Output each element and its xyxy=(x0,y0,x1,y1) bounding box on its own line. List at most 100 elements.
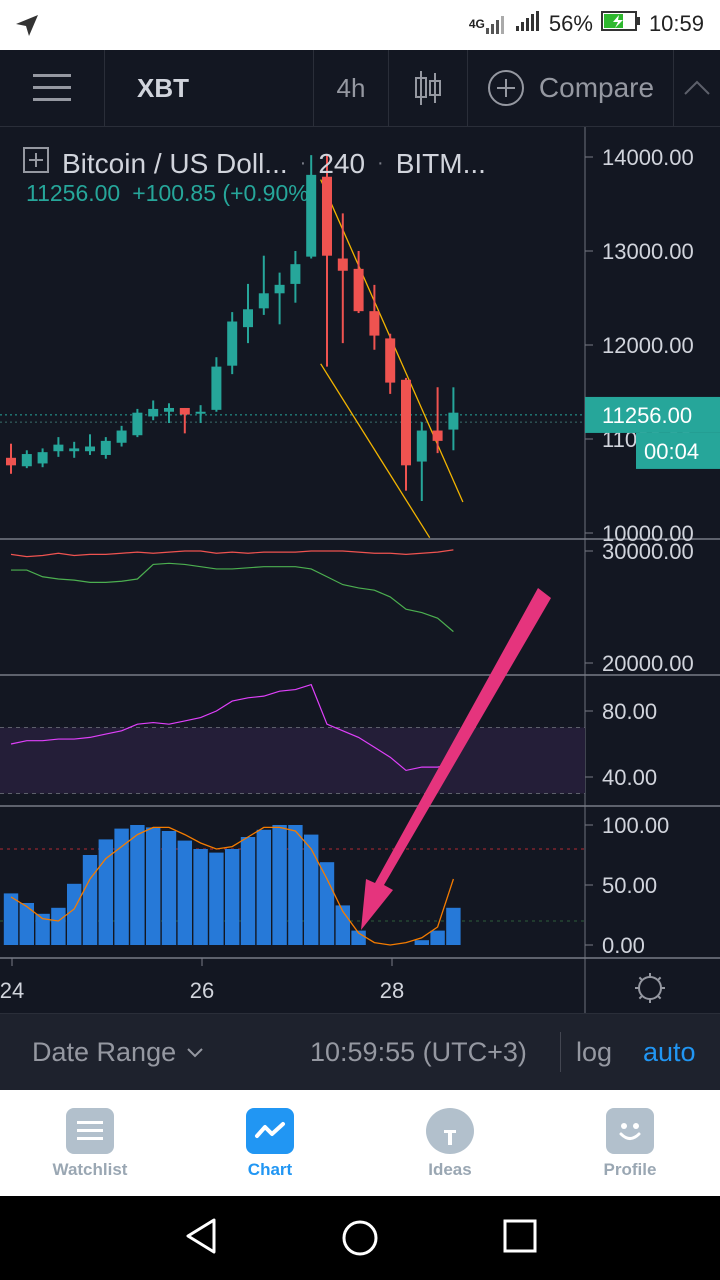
nav-watchlist[interactable]: Watchlist xyxy=(0,1090,180,1196)
candle-body xyxy=(448,412,459,430)
gear-icon-ring xyxy=(638,976,662,1000)
histogram-bar xyxy=(193,849,208,945)
histogram-bar xyxy=(272,825,287,945)
indicator3-axis-label: 50.00 xyxy=(602,873,657,898)
candle-body xyxy=(37,452,48,464)
histogram-bar xyxy=(414,940,429,945)
chevron-up-icon xyxy=(684,80,710,95)
candle-body xyxy=(195,411,206,414)
indicator-line-0 xyxy=(10,549,454,558)
chart-type-button[interactable] xyxy=(389,50,467,126)
histogram-bar xyxy=(130,825,145,945)
candle-body xyxy=(243,309,253,328)
candle-body xyxy=(401,379,411,466)
histogram-bar xyxy=(304,834,319,945)
time-axis-label: 26 xyxy=(190,978,214,1003)
interval-selector[interactable]: 4h xyxy=(336,72,366,103)
last-price-badge xyxy=(585,396,720,433)
histogram-bar xyxy=(114,828,129,945)
collapse-toolbar-button[interactable] xyxy=(674,50,720,126)
nav-ideas[interactable]: Ideas xyxy=(360,1090,540,1196)
nav-profile[interactable]: Profile xyxy=(540,1090,720,1196)
candle-body xyxy=(227,321,238,366)
symbol-selector[interactable]: XBT xyxy=(137,72,189,103)
legend-symbol-title: Bitcoin / US Doll... xyxy=(62,147,288,179)
histogram-bar xyxy=(240,837,256,945)
histogram-bar xyxy=(209,852,224,945)
menu-button[interactable] xyxy=(0,50,104,126)
recents-icon[interactable] xyxy=(502,1218,538,1254)
legend-last-price: 11256.00 xyxy=(26,180,121,206)
trendline-1 xyxy=(320,363,431,539)
candle-body xyxy=(306,174,317,257)
signal-icon xyxy=(515,10,541,38)
nav-watchlist-label: Watchlist xyxy=(52,1160,128,1179)
back-icon[interactable] xyxy=(182,1216,220,1256)
timezone-clock[interactable]: 10:59:55 (UTC+3) xyxy=(310,1037,527,1067)
gear-icon-tooth xyxy=(657,995,662,1000)
indicator3-axis-label: 100.00 xyxy=(602,813,669,838)
legend-exchange: BITM... xyxy=(395,147,486,179)
candle-body xyxy=(21,454,32,467)
indicator1-axis-label: 20000.00 xyxy=(602,651,694,676)
histogram-bar xyxy=(446,907,461,945)
legend-values: 11256.00 +100.85 (+0.90%) xyxy=(26,180,316,207)
histogram-bar xyxy=(319,862,335,945)
chart-canvas[interactable]: 14000.0013000.0012000.0011000.0010000.00… xyxy=(0,127,720,1013)
histogram-bar xyxy=(67,883,82,945)
price-axis-label: 14000.00 xyxy=(602,145,694,170)
histogram-bar xyxy=(19,903,34,945)
telegram-icon xyxy=(14,12,40,43)
candle-body xyxy=(6,457,16,466)
smiley-icon xyxy=(606,1108,654,1154)
candle-body xyxy=(211,366,222,410)
candle-body xyxy=(116,430,127,443)
clock: 10:59 xyxy=(648,11,704,36)
time-axis-label: 24 xyxy=(0,978,24,1003)
price-axis-label: 13000.00 xyxy=(602,239,694,264)
expand-legend-icon[interactable] xyxy=(22,146,50,181)
histogram-bar xyxy=(351,930,366,945)
histogram-bar xyxy=(225,849,240,945)
histogram-bar xyxy=(177,840,192,945)
countdown-label: 00:04 xyxy=(644,439,699,464)
battery-icon xyxy=(600,10,641,38)
time-axis-label: 28 xyxy=(380,978,404,1003)
countdown-badge xyxy=(636,432,720,469)
price-axis-label: 10000.00 xyxy=(602,521,694,546)
price-axis-label: 12000.00 xyxy=(602,333,694,358)
date-range-button[interactable]: Date Range xyxy=(32,1014,204,1091)
candle-body xyxy=(148,408,159,417)
indicator2-axis-label: 80.00 xyxy=(602,699,657,724)
nav-chart-label: Chart xyxy=(247,1160,293,1179)
histogram-bar xyxy=(98,839,113,945)
candle-body xyxy=(322,176,332,256)
candle-body xyxy=(290,264,301,284)
candle-body xyxy=(132,412,143,436)
lightbulb-icon xyxy=(426,1108,474,1154)
candle-body xyxy=(274,284,285,294)
list-icon xyxy=(66,1108,114,1154)
histogram-bar xyxy=(430,930,445,945)
indicator2-band xyxy=(0,727,585,794)
indicator1-axis-label: 30000.00 xyxy=(602,539,694,564)
legend-interval: 240 xyxy=(318,147,366,179)
histogram-bar xyxy=(288,825,303,945)
compare-button[interactable]: Compare xyxy=(468,50,673,126)
histogram-bar xyxy=(161,831,177,945)
candle-body xyxy=(432,430,443,441)
candle-body xyxy=(179,407,190,415)
histogram-bar xyxy=(3,893,19,945)
nav-ideas-label: Ideas xyxy=(428,1160,472,1179)
nav-chart[interactable]: Chart xyxy=(180,1090,360,1196)
gear-icon-tooth xyxy=(638,995,643,1000)
nav-profile-label: Profile xyxy=(603,1160,657,1179)
candle-body xyxy=(85,446,95,452)
candlestick-icon xyxy=(415,71,441,105)
chart-toolbar: XBT 4h Compare xyxy=(0,50,720,127)
compare-label: Compare xyxy=(538,72,655,103)
log-scale-toggle[interactable]: log xyxy=(576,1037,613,1067)
candle-body xyxy=(100,440,111,455)
auto-scale-toggle[interactable]: auto xyxy=(643,1037,696,1067)
home-icon[interactable] xyxy=(340,1218,380,1258)
